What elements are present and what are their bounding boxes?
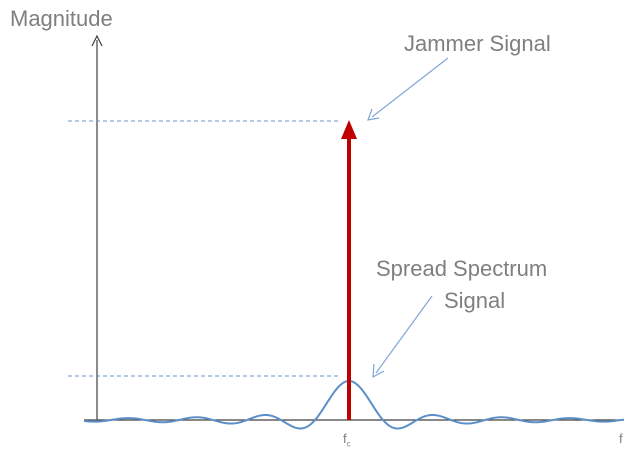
frequency-axis-end-label: f <box>619 431 623 446</box>
center-frequency-subscript: c <box>346 439 351 449</box>
y-axis-arrowhead <box>91 34 103 47</box>
spread-spectrum-curve <box>83 379 625 430</box>
spread-spectrum-label-line2: Signal <box>444 288 506 313</box>
jammer-callout-arrowhead <box>367 108 380 121</box>
center-frequency-base: f <box>343 431 347 446</box>
jammer-arrowhead <box>341 120 357 139</box>
spread-callout-arrowhead <box>372 363 385 379</box>
spread-callout-line <box>375 295 433 374</box>
jammer-signal-label: Jammer Signal <box>404 31 551 56</box>
spread-spectrum-label-line1: Spread Spectrum <box>376 256 548 281</box>
center-frequency-tick: fc <box>343 431 351 449</box>
jammer-callout-line <box>371 57 449 118</box>
y-axis-title: Magnitude <box>10 6 113 31</box>
